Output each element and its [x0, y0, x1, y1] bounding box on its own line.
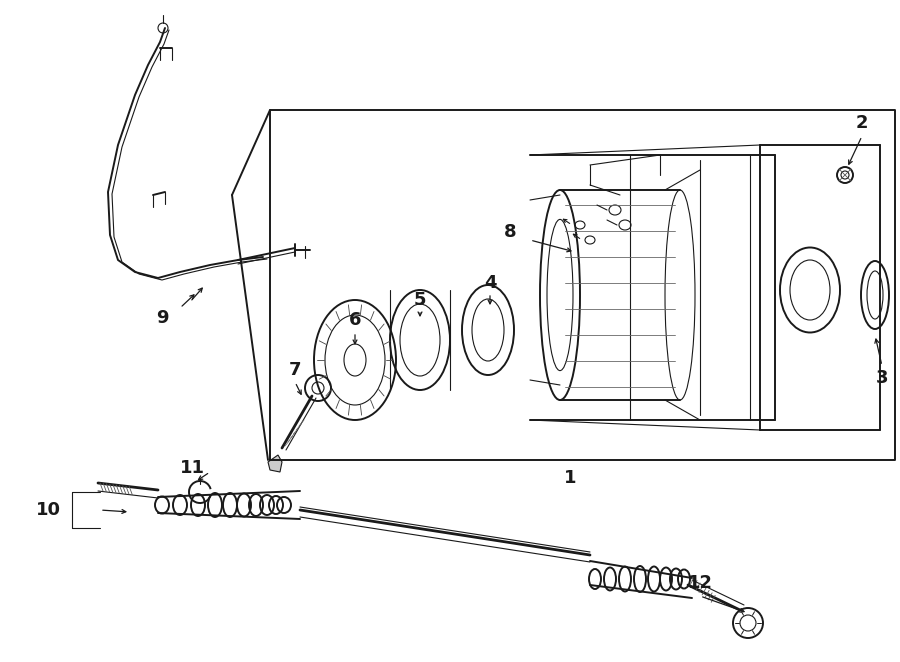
Text: 9: 9: [156, 309, 168, 327]
Text: 12: 12: [688, 574, 713, 592]
Text: 7: 7: [289, 361, 302, 379]
Text: 5: 5: [414, 291, 427, 309]
Polygon shape: [268, 455, 282, 472]
Text: 6: 6: [349, 311, 361, 329]
Text: 3: 3: [876, 369, 888, 387]
Text: 2: 2: [856, 114, 868, 132]
Text: 1: 1: [563, 469, 576, 487]
Text: 10: 10: [35, 501, 60, 519]
Text: 11: 11: [179, 459, 204, 477]
Text: 4: 4: [484, 274, 496, 292]
Text: 8: 8: [504, 223, 517, 241]
